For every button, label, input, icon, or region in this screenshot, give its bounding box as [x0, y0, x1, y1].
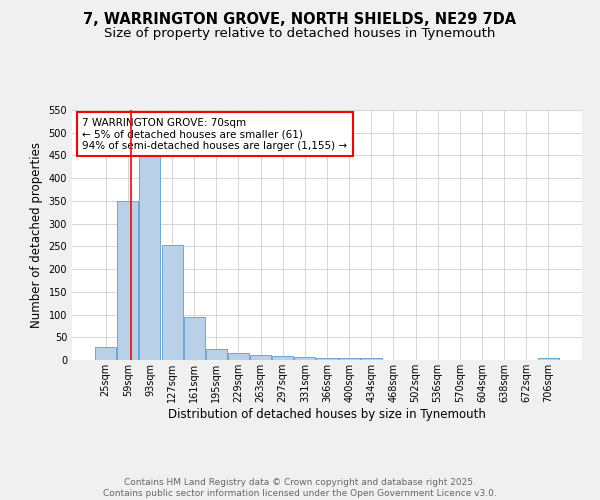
Text: 7, WARRINGTON GROVE, NORTH SHIELDS, NE29 7DA: 7, WARRINGTON GROVE, NORTH SHIELDS, NE29… — [83, 12, 517, 28]
Bar — [250, 354, 271, 360]
Bar — [95, 348, 116, 360]
Bar — [184, 317, 205, 360]
Bar — [206, 348, 227, 360]
X-axis label: Distribution of detached houses by size in Tynemouth: Distribution of detached houses by size … — [168, 408, 486, 420]
Bar — [139, 156, 160, 360]
Bar — [538, 358, 559, 360]
Y-axis label: Number of detached properties: Number of detached properties — [30, 142, 43, 328]
Bar — [228, 353, 249, 360]
Text: Contains HM Land Registry data © Crown copyright and database right 2025.
Contai: Contains HM Land Registry data © Crown c… — [103, 478, 497, 498]
Text: Size of property relative to detached houses in Tynemouth: Size of property relative to detached ho… — [104, 28, 496, 40]
Bar — [272, 356, 293, 360]
Text: 7 WARRINGTON GROVE: 70sqm
← 5% of detached houses are smaller (61)
94% of semi-d: 7 WARRINGTON GROVE: 70sqm ← 5% of detach… — [82, 118, 347, 150]
Bar — [118, 201, 139, 360]
Bar — [161, 246, 182, 360]
Bar — [361, 358, 382, 360]
Bar — [338, 358, 359, 360]
Bar — [316, 358, 338, 360]
Bar — [295, 358, 316, 360]
